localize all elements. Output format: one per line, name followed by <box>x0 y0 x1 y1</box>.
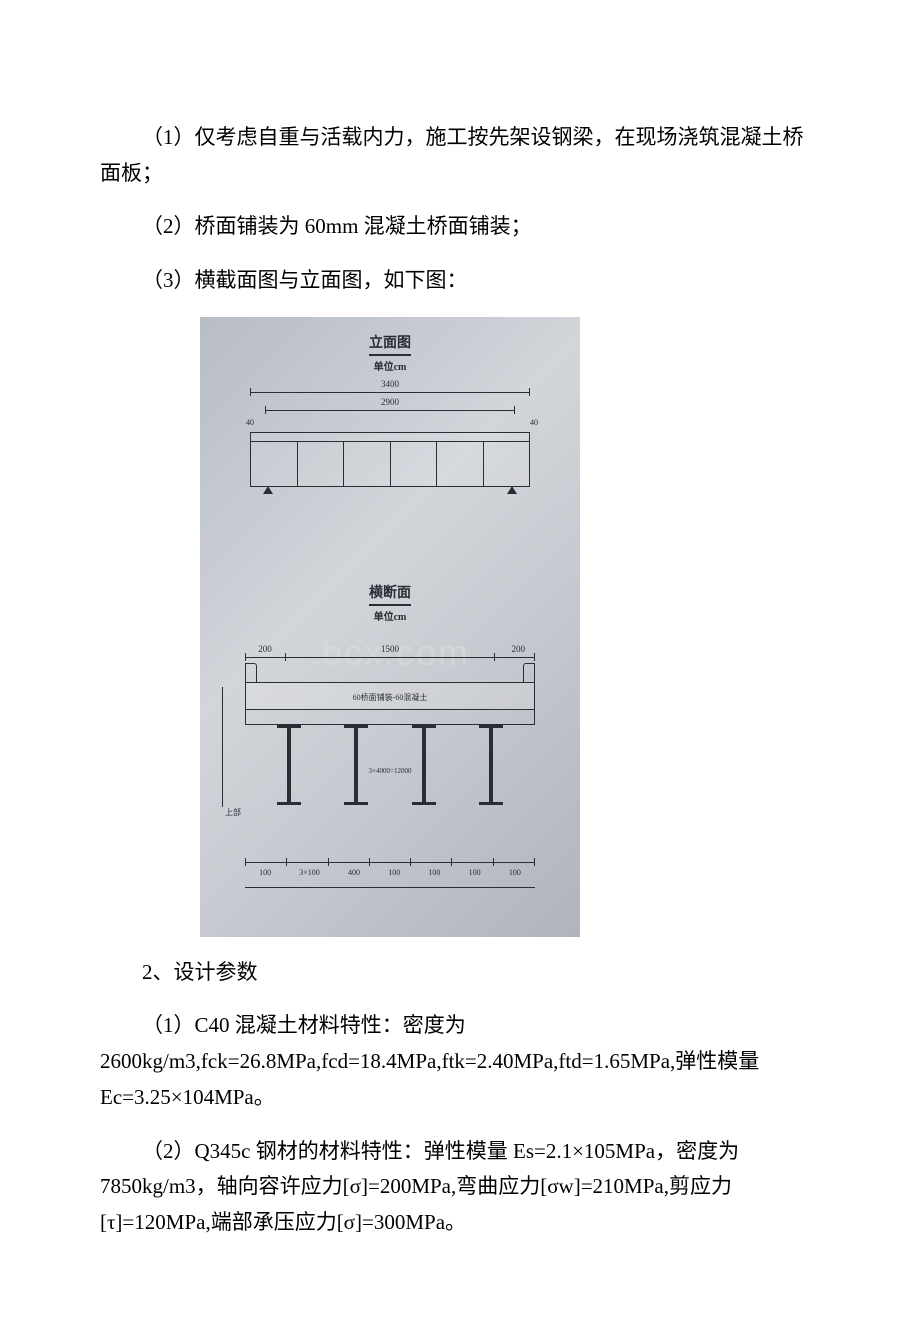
girder-flange-bottom <box>277 802 301 805</box>
elevation-dim-inner: 2900 <box>381 397 399 407</box>
paragraph-6: （2）Q345c 钢材的材料特性：弹性模量 Es=2.1×105MPa，密度为 … <box>100 1134 820 1241</box>
section-title: 横断面 单位cm <box>369 582 411 623</box>
pavement-label: 60桥面铺装-60混凝土 <box>353 692 428 703</box>
girder-web <box>422 725 426 805</box>
dim-tick <box>534 653 535 661</box>
girder-flange-bottom <box>479 802 503 805</box>
girders-group <box>255 725 525 805</box>
bottom-dim-labels: 100 3×100 400 100 100 100 100 <box>245 868 535 877</box>
girder <box>287 725 291 805</box>
beam-segment <box>344 441 391 486</box>
elevation-dim-edge-left: 40 <box>246 418 254 427</box>
girder-web <box>489 725 493 805</box>
bottom-dim-label: 100 <box>259 868 271 877</box>
girder-spacing-label: 3×4000=12000 <box>369 767 412 775</box>
section-drawing: 1500 200 200 60桥面铺装-60混凝土 <box>230 657 550 897</box>
barrier-left <box>245 663 257 683</box>
deck-haunch <box>245 705 535 725</box>
bottom-dim-label: 3×100 <box>299 868 320 877</box>
bottom-dim-label: 400 <box>348 868 360 877</box>
bottom-tick <box>493 858 494 866</box>
section-dim-left: 200 <box>258 644 272 654</box>
beam-segment <box>437 441 484 486</box>
bottom-tick <box>328 858 329 866</box>
elevation-dim-outer: 3400 <box>381 379 399 389</box>
girder-web <box>287 725 291 805</box>
bottom-dim-line-2 <box>245 887 535 888</box>
girder-web <box>354 725 358 805</box>
bottom-dim-label: 100 <box>509 868 521 877</box>
dim-tick <box>245 653 246 661</box>
bottom-dim-label: 100 <box>428 868 440 877</box>
engineering-drawing-photo: 立面图 单位cm 3400 2900 40 40 <box>200 317 580 937</box>
beam-segment <box>298 441 345 486</box>
support-right-icon <box>507 486 517 494</box>
left-dimension-bar <box>222 687 223 807</box>
dim-tick <box>494 653 495 661</box>
bottom-dim-label: 100 <box>469 868 481 877</box>
bottom-dim-ticks <box>245 858 535 866</box>
bottom-dim-label: 100 <box>388 868 400 877</box>
beam-segments <box>251 441 529 486</box>
bottom-tick <box>369 858 370 866</box>
elevation-title-text: 立面图 <box>369 332 411 356</box>
section-subtitle: 单位cm <box>369 608 411 623</box>
section-title-text: 横断面 <box>369 582 411 606</box>
support-left-icon <box>263 486 273 494</box>
elevation-drawing: 3400 2900 40 40 <box>230 392 550 532</box>
bottom-tick <box>245 858 246 866</box>
beam-segment <box>484 441 530 486</box>
dim-tick <box>285 653 286 661</box>
girder-flange-bottom <box>344 802 368 805</box>
figure-container: 立面图 单位cm 3400 2900 40 40 <box>200 317 580 937</box>
girder-flange-bottom <box>412 802 436 805</box>
elevation-dim-line-inner <box>265 410 515 411</box>
beam-segment <box>251 441 298 486</box>
paragraph-3: （3）横截面图与立面图，如下图： <box>100 263 820 299</box>
girder <box>422 725 426 805</box>
girder <box>489 725 493 805</box>
elevation-dim-edge-right: 40 <box>530 418 538 427</box>
dim-tick <box>529 388 530 396</box>
paragraph-5-line1: （1）C40 混凝土材料特性：密度为2600kg/m3,fck=26.8MPa,… <box>100 1008 820 1115</box>
barrier-right <box>523 663 535 683</box>
section-dim-right: 200 <box>512 644 526 654</box>
elevation-subtitle: 单位cm <box>369 358 411 373</box>
beam-elevation-outline <box>250 432 530 487</box>
dim-tick <box>250 388 251 396</box>
section-dim-center: 1500 <box>381 644 399 654</box>
dim-tick <box>265 406 266 414</box>
bottom-tick <box>534 858 535 866</box>
paragraph-5-text: （1）C40 混凝土材料特性：密度为2600kg/m3,fck=26.8MPa,… <box>100 1013 759 1108</box>
elevation-dim-line-outer <box>250 392 530 393</box>
dim-tick <box>514 406 515 414</box>
bottom-tick <box>410 858 411 866</box>
paragraph-4: 2、设计参数 <box>100 955 820 991</box>
section-top-dim-line <box>245 657 535 658</box>
bottom-tick <box>451 858 452 866</box>
paragraph-1: （1）仅考虑自重与活载内力，施工按先架设钢梁，在现场浇筑混凝土桥面板； <box>100 120 820 191</box>
beam-segment <box>391 441 438 486</box>
paragraph-2: （2）桥面铺装为 60mm 混凝土桥面铺装； <box>100 209 820 245</box>
left-marker-label: 上部 <box>225 807 241 818</box>
girder <box>354 725 358 805</box>
elevation-title: 立面图 单位cm <box>369 332 411 373</box>
bottom-tick <box>286 858 287 866</box>
